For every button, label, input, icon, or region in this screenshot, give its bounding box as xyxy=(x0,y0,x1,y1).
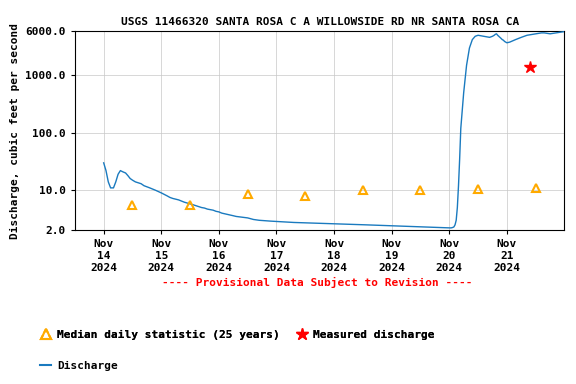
Title: USGS 11466320 SANTA ROSA C A WILLOWSIDE RD NR SANTA ROSA CA: USGS 11466320 SANTA ROSA C A WILLOWSIDE … xyxy=(120,17,519,27)
Y-axis label: Discharge, cubic feet per second: Discharge, cubic feet per second xyxy=(10,23,20,238)
Legend: Discharge: Discharge xyxy=(40,361,118,371)
Legend: Median daily statistic (25 years), Measured discharge: Median daily statistic (25 years), Measu… xyxy=(40,330,434,340)
Text: ---- Provisional Data Subject to Revision ----: ---- Provisional Data Subject to Revisio… xyxy=(161,277,472,288)
